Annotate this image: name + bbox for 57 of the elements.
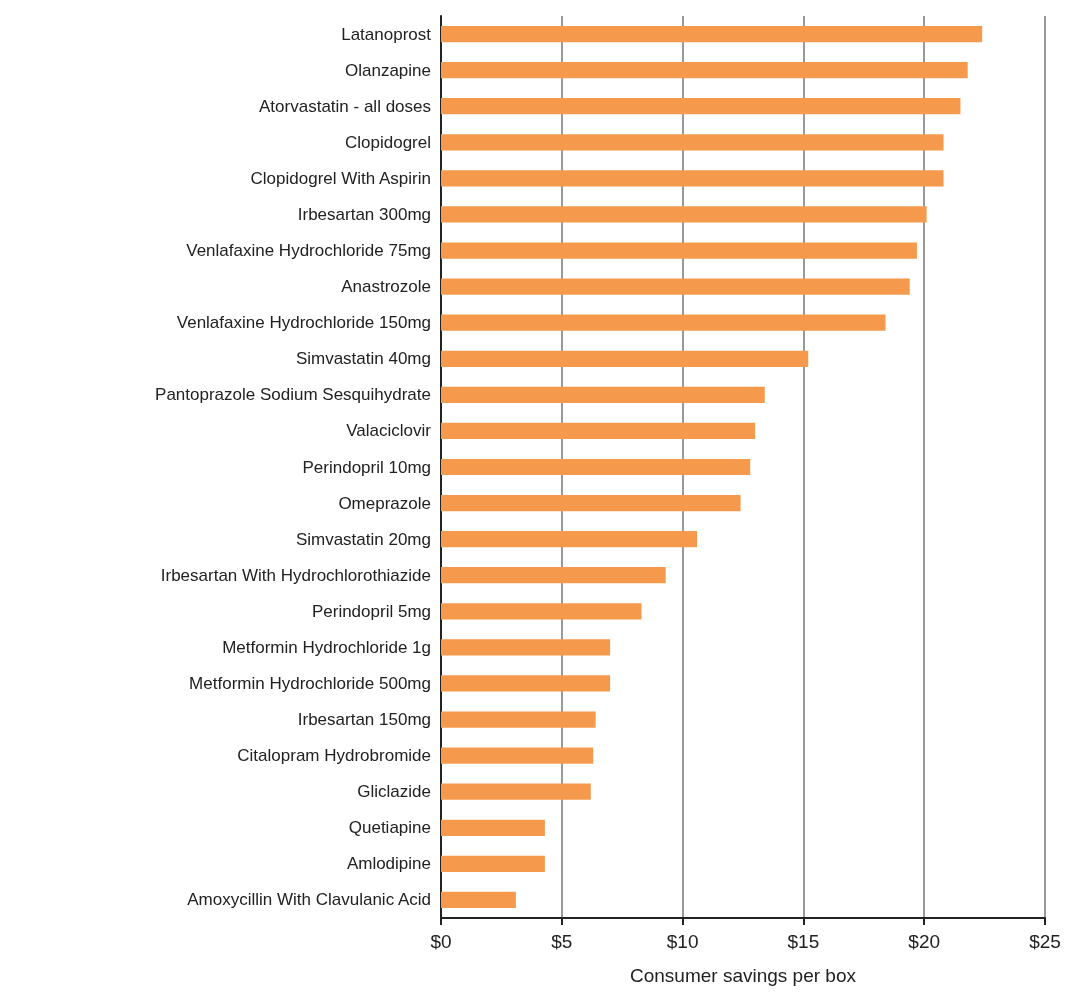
bar <box>441 747 594 764</box>
bar <box>441 278 910 295</box>
y-tick-label: Venlafaxine Hydrochloride 75mg <box>186 241 431 261</box>
bar <box>441 711 596 728</box>
y-tick-label: Pantoprazole Sodium Sesquihydrate <box>155 385 431 405</box>
x-tick-label: $20 <box>908 931 941 952</box>
bar <box>441 603 642 620</box>
bar <box>441 891 516 909</box>
y-tick-label: Gliclazide <box>357 782 431 802</box>
x-axis-title: Consumer savings per box <box>630 965 857 986</box>
y-tick-label: Omeprazole <box>338 493 431 513</box>
bar <box>441 422 756 440</box>
bar <box>441 855 545 872</box>
bar <box>441 98 961 115</box>
bar <box>441 531 698 548</box>
y-tick-label: Quetiapine <box>348 818 431 838</box>
bar <box>441 783 591 800</box>
bar <box>441 134 944 151</box>
y-tick-label: Perindopril 10mg <box>302 457 431 477</box>
y-tick-label: Metformin Hydrochloride 1g <box>222 637 431 657</box>
y-tick-label: Clopidogrel With Aspirin <box>250 168 431 188</box>
x-tick-label: $5 <box>551 931 573 952</box>
bar <box>441 819 545 836</box>
y-tick-label: Clopidogrel <box>345 132 431 152</box>
bar <box>441 675 611 692</box>
bar <box>441 494 741 512</box>
bar <box>441 639 611 656</box>
bar <box>441 314 886 331</box>
y-tick-label: Anastrozole <box>341 277 431 297</box>
y-tick-label: Irbesartan 150mg <box>297 710 431 730</box>
y-tick-label: Metformin Hydrochloride 500mg <box>189 673 431 693</box>
y-tick-label: Perindopril 5mg <box>311 601 431 621</box>
bar <box>441 206 927 223</box>
y-tick-label: Latanoprost <box>341 24 432 44</box>
bar <box>441 62 968 79</box>
x-tick-label: $0 <box>430 931 452 952</box>
y-tick-label: Valaciclovir <box>346 421 432 441</box>
bar <box>441 386 765 403</box>
bar <box>441 170 944 187</box>
y-tick-label: Amlodipine <box>346 854 431 874</box>
bar <box>441 242 917 259</box>
x-tick-label: $10 <box>666 931 699 952</box>
bar <box>441 25 983 43</box>
y-tick-label: Irbesartan With Hydrochlorothiazide <box>160 565 431 585</box>
y-tick-label: Venlafaxine Hydrochloride 150mg <box>176 313 431 333</box>
y-tick-label: Amoxycillin With Clavulanic Acid <box>187 890 431 910</box>
y-tick-label: Citalopram Hydrobromide <box>237 746 431 766</box>
y-tick-label: Olanzapine <box>344 60 431 80</box>
x-tick-label: $25 <box>1029 931 1061 952</box>
x-tick-label: $15 <box>787 931 820 952</box>
bar <box>441 567 666 584</box>
bar <box>441 350 809 367</box>
y-tick-label: Simvastatin 40mg <box>295 349 431 369</box>
y-tick-label: Irbesartan 300mg <box>297 204 431 224</box>
y-tick-label: Atorvastatin - all doses <box>259 96 431 116</box>
bar <box>441 458 751 476</box>
y-tick-label: Simvastatin 20mg <box>295 529 431 549</box>
